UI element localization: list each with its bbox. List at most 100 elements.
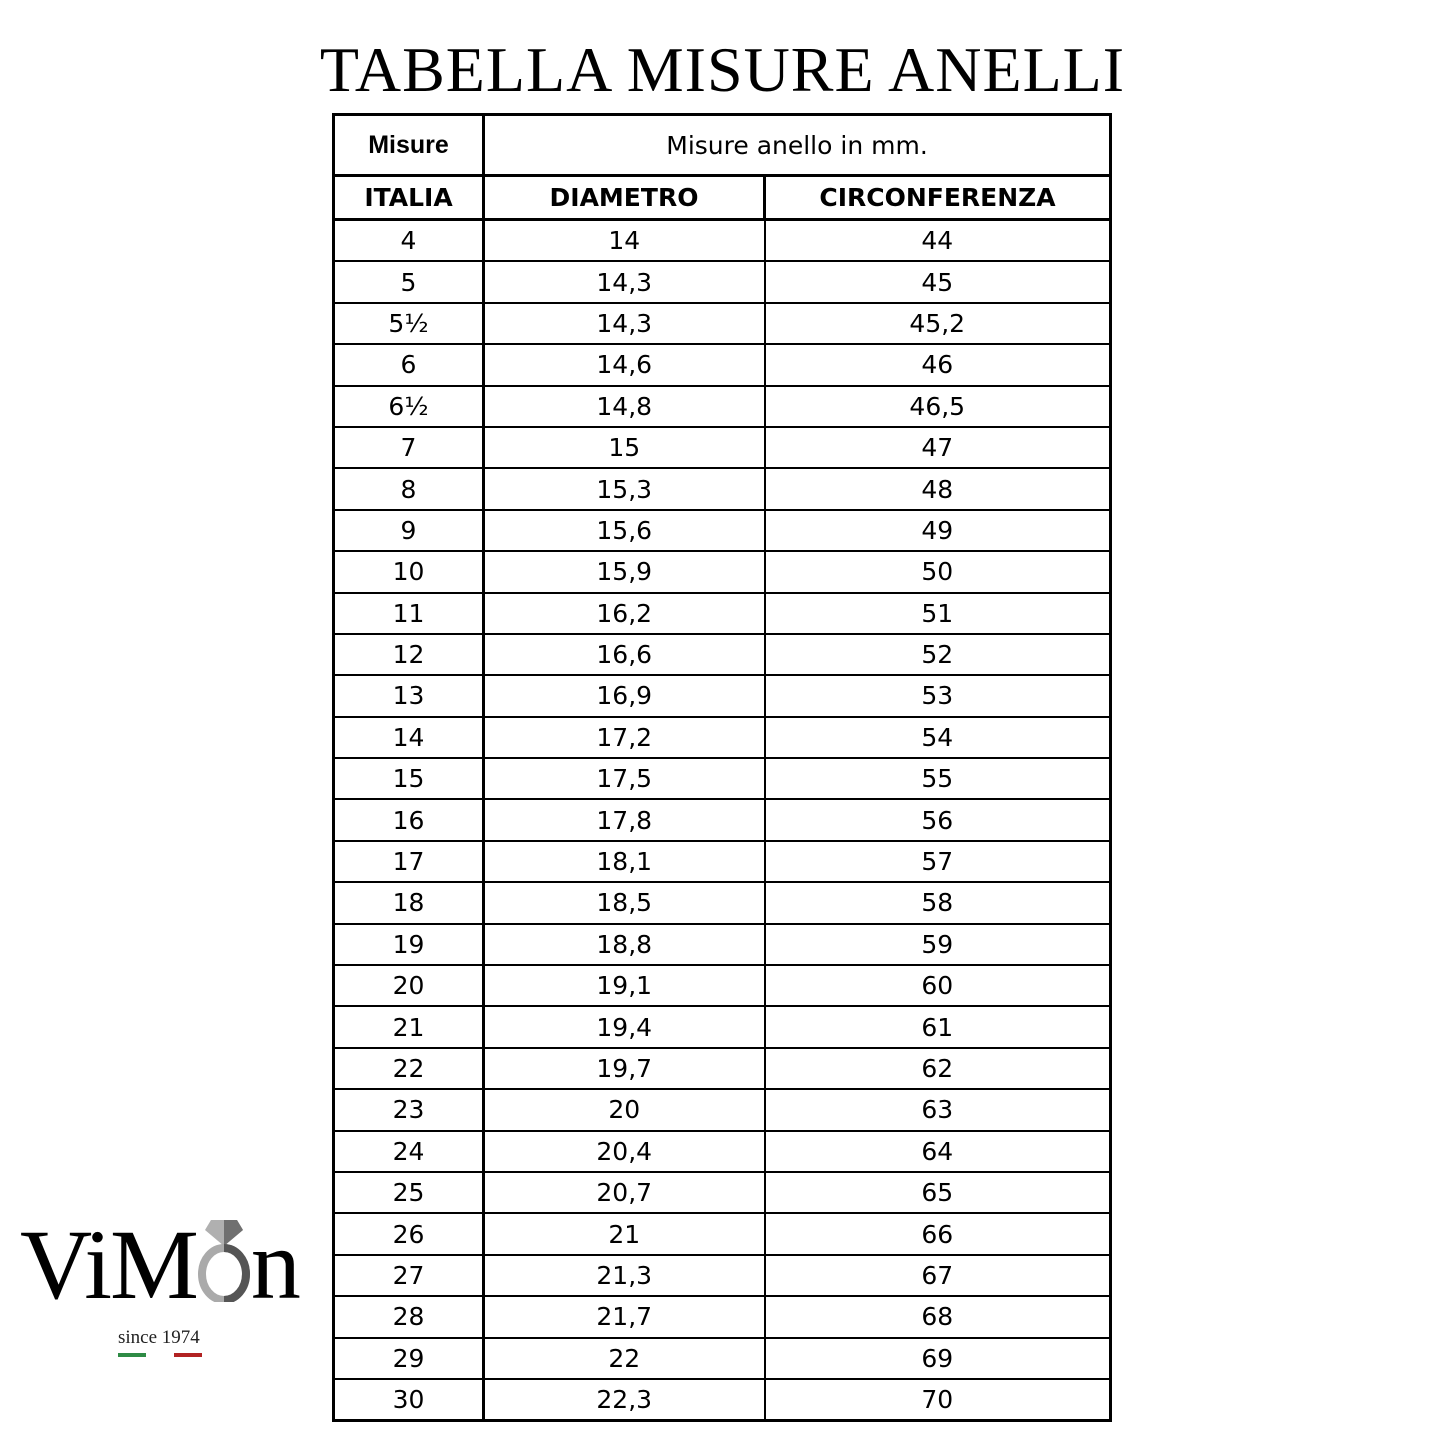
header-group: Misure anello in mm. xyxy=(481,113,1113,177)
table-row: 14 17,2 54 xyxy=(332,715,1113,760)
table-row: 25 20,7 65 xyxy=(332,1170,1113,1215)
cell-italia: 20 xyxy=(332,964,485,1008)
cell-italia: 5 xyxy=(332,260,485,304)
table-row: 8 15,3 48 xyxy=(332,467,1113,511)
logo-wordmark: ViM n xyxy=(20,1209,301,1320)
cell-circonferenza: 53 xyxy=(763,674,1113,718)
flag-green-bar xyxy=(118,1353,146,1357)
cell-diametro: 18,1 xyxy=(482,839,766,884)
cell-diametro: 14,6 xyxy=(482,343,766,387)
cell-diametro: 15,3 xyxy=(482,467,766,511)
cell-circonferenza: 45 xyxy=(763,260,1113,304)
cell-circonferenza: 62 xyxy=(763,1046,1113,1091)
table-row: 19 18,8 59 xyxy=(332,922,1113,967)
cell-diametro: 21,7 xyxy=(482,1295,766,1339)
cell-diametro: 14,3 xyxy=(482,301,766,346)
cell-diametro: 22,3 xyxy=(482,1377,766,1423)
cell-diametro: 14,8 xyxy=(482,384,766,428)
cell-italia: 15 xyxy=(332,757,485,801)
vimon-logo: ViM n since 1974 xyxy=(10,1215,320,1365)
cell-circonferenza: 48 xyxy=(763,467,1113,511)
cell-circonferenza: 57 xyxy=(763,839,1113,884)
table-row: 6½ 14,8 46,5 xyxy=(332,384,1113,428)
cell-circonferenza: 58 xyxy=(763,881,1113,925)
flag-red-bar xyxy=(174,1353,202,1357)
column-header-italia: ITALIA xyxy=(332,174,485,221)
cell-circonferenza: 45,2 xyxy=(763,301,1113,346)
table-row: 5½ 14,3 45,2 xyxy=(332,301,1113,346)
cell-diametro: 17,2 xyxy=(482,715,766,760)
cell-italia: 8 xyxy=(332,467,485,511)
table-row: 4 14 44 xyxy=(332,218,1113,263)
table-row: 13 16,9 53 xyxy=(332,674,1113,718)
cell-italia: 23 xyxy=(332,1088,485,1132)
cell-diametro: 16,2 xyxy=(482,591,766,635)
cell-circonferenza: 60 xyxy=(763,964,1113,1008)
cell-diametro: 16,6 xyxy=(482,632,766,677)
cell-italia: 9 xyxy=(332,508,485,553)
cell-italia: 29 xyxy=(332,1336,485,1380)
cell-diametro: 17,8 xyxy=(482,798,766,842)
cell-italia: 7 xyxy=(332,425,485,470)
table-row: 9 15,6 49 xyxy=(332,508,1113,553)
cell-circonferenza: 51 xyxy=(763,591,1113,635)
cell-circonferenza: 68 xyxy=(763,1295,1113,1339)
cell-diametro: 15 xyxy=(482,425,766,470)
cell-italia: 4 xyxy=(332,218,485,263)
cell-circonferenza: 49 xyxy=(763,508,1113,553)
cell-italia: 11 xyxy=(332,591,485,635)
cell-circonferenza: 67 xyxy=(763,1253,1113,1298)
cell-italia: 22 xyxy=(332,1046,485,1091)
table-row: 18 18,5 58 xyxy=(332,881,1113,925)
table-row: 22 19,7 62 xyxy=(332,1046,1113,1091)
column-header-circonferenza: CIRCONFERENZA xyxy=(762,174,1113,221)
cell-circonferenza: 56 xyxy=(763,798,1113,842)
cell-circonferenza: 61 xyxy=(763,1005,1113,1049)
table-row: 6 14,6 46 xyxy=(332,343,1113,387)
cell-circonferenza: 70 xyxy=(763,1377,1113,1423)
cell-italia: 19 xyxy=(332,922,485,967)
cell-italia: 6 xyxy=(332,343,485,387)
cell-diametro: 15,6 xyxy=(482,508,766,553)
table-row: 28 21,7 68 xyxy=(332,1295,1113,1339)
cell-circonferenza: 64 xyxy=(763,1129,1113,1173)
cell-italia: 16 xyxy=(332,798,485,842)
cell-circonferenza: 50 xyxy=(763,550,1113,594)
cell-circonferenza: 54 xyxy=(763,715,1113,760)
cell-diametro: 21 xyxy=(482,1212,766,1256)
cell-circonferenza: 46,5 xyxy=(763,384,1113,428)
cell-diametro: 22 xyxy=(482,1336,766,1380)
cell-diametro: 16,9 xyxy=(482,674,766,718)
header-misure: Misure xyxy=(332,113,485,177)
cell-circonferenza: 52 xyxy=(763,632,1113,677)
cell-circonferenza: 69 xyxy=(763,1336,1113,1380)
logo-tagline: since 1974 xyxy=(118,1327,200,1348)
cell-italia: 6½ xyxy=(332,384,485,428)
cell-diametro: 20,7 xyxy=(482,1170,766,1215)
cell-diametro: 19,4 xyxy=(482,1005,766,1049)
cell-diametro: 18,8 xyxy=(482,922,766,967)
cell-diametro: 19,1 xyxy=(482,964,766,1008)
table-row: 12 16,6 52 xyxy=(332,632,1113,677)
cell-diametro: 20,4 xyxy=(482,1129,766,1173)
cell-italia: 13 xyxy=(332,674,485,718)
cell-circonferenza: 55 xyxy=(763,757,1113,801)
table-row: 16 17,8 56 xyxy=(332,798,1113,842)
cell-italia: 24 xyxy=(332,1129,485,1173)
cell-circonferenza: 47 xyxy=(763,425,1113,470)
cell-circonferenza: 63 xyxy=(763,1088,1113,1132)
table-row: 17 18,1 57 xyxy=(332,839,1113,884)
cell-italia: 10 xyxy=(332,550,485,594)
cell-diametro: 14,3 xyxy=(482,260,766,304)
ring-size-table: Misure Misure anello in mm. ITALIA DIAME… xyxy=(332,113,1113,1423)
table-row: 15 17,5 55 xyxy=(332,757,1113,801)
cell-italia: 17 xyxy=(332,839,485,884)
cell-italia: 28 xyxy=(332,1295,485,1339)
cell-diametro: 18,5 xyxy=(482,881,766,925)
table-row: 7 15 47 xyxy=(332,425,1113,470)
table-row: 10 15,9 50 xyxy=(332,550,1113,594)
table-row: 29 22 69 xyxy=(332,1336,1113,1380)
header-row-columns: ITALIA DIAMETRO CIRCONFERENZA xyxy=(332,174,1113,221)
cell-circonferenza: 65 xyxy=(763,1170,1113,1215)
table-row: 27 21,3 67 xyxy=(332,1253,1113,1298)
